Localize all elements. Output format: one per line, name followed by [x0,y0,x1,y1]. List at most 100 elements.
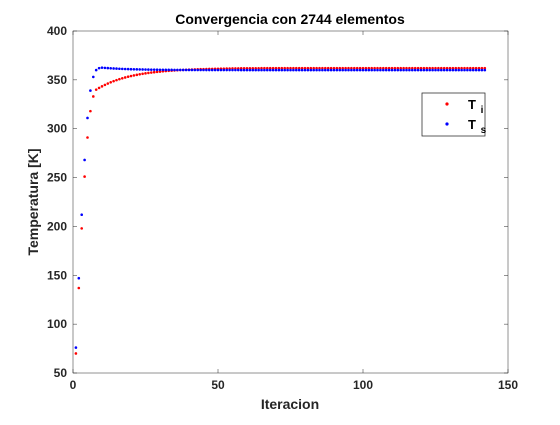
y-tick-label: 200 [47,219,67,233]
point-t-i [469,66,472,70]
point-t-i [373,66,376,70]
point-t-s [92,75,95,79]
point-t-s [315,68,318,72]
point-t-s [373,68,376,72]
point-t-s [425,68,429,72]
point-t-s [297,68,301,72]
point-t-s [135,68,139,71]
point-t-i [283,66,287,70]
point-t-i [268,66,272,70]
point-t-s [300,68,304,72]
point-t-s [408,68,411,72]
point-t-i [451,66,455,70]
point-t-i [150,71,153,74]
point-t-i [123,76,127,79]
point-t-i [402,66,405,70]
point-t-i [254,66,257,70]
point-t-s [126,67,130,71]
point-t-s [109,66,112,70]
point-t-i [292,66,295,70]
point-t-i [118,77,121,81]
point-t-i [361,66,365,70]
point-t-s [326,68,330,72]
point-t-s [86,116,89,120]
point-t-s [118,67,121,71]
point-t-s [83,158,86,162]
point-t-s [324,68,327,72]
point-t-s [164,68,168,72]
point-t-i [271,66,275,70]
point-t-i [393,66,397,70]
point-t-i [477,66,481,70]
point-t-s [471,68,475,72]
point-t-s [364,68,368,72]
point-t-i [86,136,89,139]
point-t-s [353,68,356,72]
point-t-s [231,68,234,72]
point-t-i [445,66,449,70]
legend-box [421,92,486,137]
point-t-s [138,68,141,71]
point-t-i [460,66,463,70]
point-t-s [251,68,255,72]
point-t-s [393,68,397,72]
point-t-i [318,66,321,70]
legend-marker-t-s [445,122,449,126]
legend-label-t-s-main: T [468,117,476,132]
point-t-i [448,66,452,70]
point-t-s [266,68,269,72]
point-t-s [237,68,240,72]
legend: T i T s [421,92,487,137]
point-t-i [454,66,458,70]
point-t-i [390,66,394,70]
point-t-s [219,68,223,72]
point-t-s [147,68,150,71]
x-tick-label: 100 [353,378,373,392]
point-t-i [335,66,339,70]
point-t-s [318,68,321,72]
point-t-i [480,66,484,70]
y-tick-label: 50 [54,366,68,380]
point-t-s [190,68,194,72]
point-t-i [147,71,150,75]
plot-area [72,30,509,374]
point-t-i [92,95,95,98]
point-t-s [344,68,347,72]
point-t-s [123,67,127,71]
point-t-i [324,66,327,70]
point-t-i [364,66,368,70]
point-t-s [179,68,182,72]
point-t-i [277,66,281,70]
point-t-s [181,68,185,72]
point-t-i [112,79,115,83]
point-t-s [402,68,405,72]
point-t-i [300,66,304,70]
point-t-i [74,352,78,355]
point-t-s [248,68,252,72]
point-t-s [347,68,350,72]
point-t-s [329,68,333,72]
legend-marker-t-i [445,102,449,106]
point-t-i [416,66,420,70]
point-t-i [419,66,423,70]
point-t-s [367,68,371,72]
point-t-i [106,82,110,85]
point-t-s [89,89,92,92]
point-t-s [141,68,144,71]
point-t-i [425,66,429,70]
point-t-i [303,66,307,70]
point-t-i [483,66,487,70]
point-t-s [161,68,165,72]
x-tick-label: 50 [211,378,225,392]
point-t-s [132,67,136,71]
point-t-s [355,68,359,72]
y-tick-label: 350 [47,73,67,87]
point-t-s [205,68,208,72]
y-tick-label: 400 [47,24,67,38]
point-t-s [277,68,281,72]
point-t-i [132,74,136,77]
point-t-s [144,68,147,71]
point-t-i [382,66,385,70]
